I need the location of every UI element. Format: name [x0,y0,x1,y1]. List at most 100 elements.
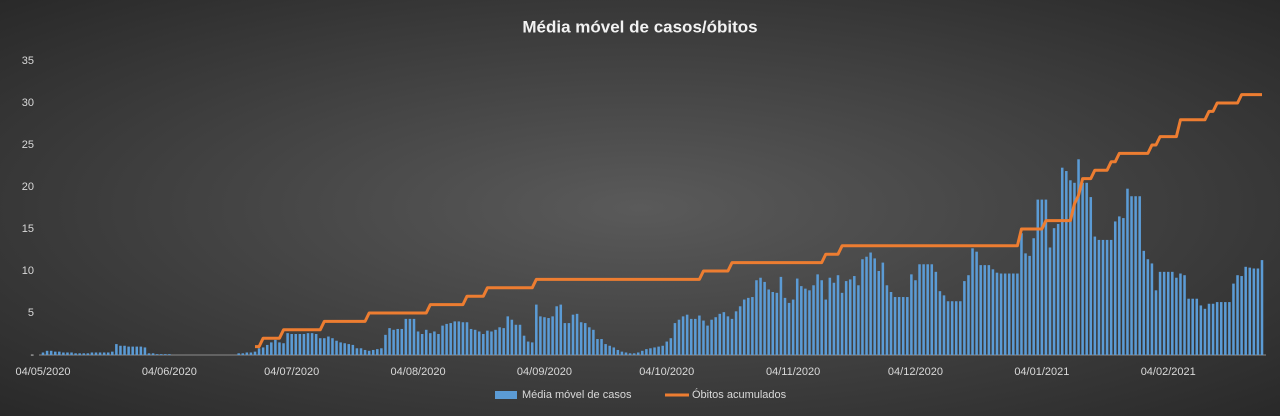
bar [930,264,934,355]
bar [539,316,542,355]
bar [742,299,746,355]
bar [70,352,73,355]
bar [367,350,371,355]
bar [653,347,656,355]
bar [1158,271,1162,355]
bar [983,265,987,355]
bar [102,352,106,355]
x-tick-label: 04/11/2020 [766,366,820,378]
bar [453,321,457,355]
bar [310,333,314,355]
bar [494,329,497,355]
bar [127,346,130,355]
bar [274,339,277,355]
x-tick-label: 04/05/2020 [15,366,70,378]
bar [151,353,155,355]
bar [714,317,717,355]
bar [400,328,404,355]
bar [820,280,823,355]
bar [384,334,387,355]
bar [66,352,69,355]
bar [335,340,338,355]
y-tick-label: 25 [22,139,34,151]
bar [995,272,999,355]
bar [261,347,265,355]
bar [987,265,991,355]
x-tick-label: 04/10/2020 [639,366,694,378]
bar [914,280,917,355]
bar [404,318,408,355]
bar [530,342,534,355]
bar [1215,302,1219,355]
bar [53,351,57,355]
bar [698,315,701,355]
bar [241,353,245,355]
bar [371,349,375,355]
bar [918,264,921,355]
bar [791,299,795,355]
legend-swatch [495,391,517,399]
bar [596,339,599,355]
bar [747,297,750,355]
bar [751,297,754,355]
bar [673,323,677,355]
y-tick-label: 35 [22,55,34,67]
bar [1187,298,1190,355]
x-tick-label: 04/01/2021 [1014,366,1069,378]
bar [1093,236,1097,355]
chart-title: Média móvel de casos/óbitos [522,17,757,36]
bar [665,341,669,355]
bar [877,271,881,355]
bar [885,285,889,355]
bar [954,301,958,355]
bar [1024,253,1027,355]
bar [600,339,603,355]
bar [555,306,558,355]
bar [1036,199,1040,355]
bar [115,344,118,355]
bar [351,344,355,355]
bar [111,351,114,355]
x-tick-label: 04/02/2021 [1141,366,1196,378]
bar [1175,277,1178,355]
bar [1179,273,1182,355]
bar [726,316,730,355]
bar [759,277,762,355]
bar [901,297,905,355]
bar [669,338,673,355]
y-tick-label: 10 [22,265,34,277]
bar [1219,302,1223,355]
bar [49,350,53,355]
bar [249,352,253,355]
bar [388,328,391,355]
bar [502,328,505,355]
bar [624,352,628,355]
bar [604,344,607,355]
bar [763,281,766,355]
bar [1081,182,1084,355]
bar [1016,273,1019,355]
bar [730,318,734,355]
bar [510,319,514,355]
bar [783,297,787,355]
bar [465,322,469,355]
bar [632,353,636,355]
bar [477,331,481,355]
bar [869,252,872,355]
bar [1097,239,1101,355]
bar [168,354,171,355]
bar [469,328,473,355]
bar [608,345,611,355]
bar [543,317,546,355]
legend-label: Óbitos acumulados [692,388,787,401]
bar [302,334,306,355]
bar [1191,298,1194,355]
bar [889,292,893,355]
bar [1044,199,1048,355]
bar [147,353,151,355]
bar [1089,197,1093,355]
bar [926,264,929,355]
bar [1056,223,1060,355]
bar [873,258,876,355]
bar [1162,271,1166,355]
